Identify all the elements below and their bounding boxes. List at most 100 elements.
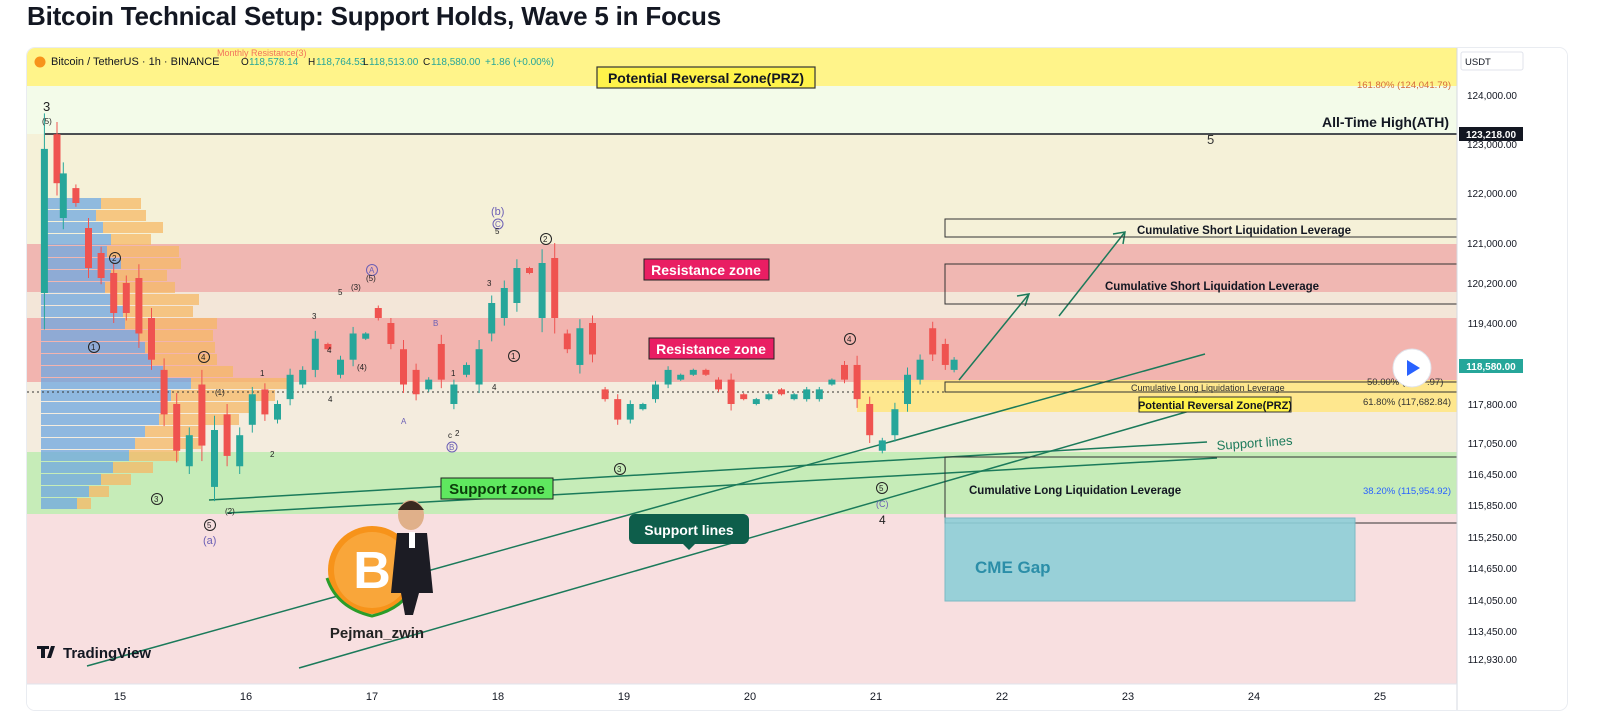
volume-profile-bar-up bbox=[111, 234, 151, 245]
price-ticks: 124,000.00 123,000.00 122,000.00 121,000.00… bbox=[1467, 91, 1517, 666]
header-close-label: C bbox=[423, 57, 430, 68]
wave-3-top: 3 bbox=[43, 99, 50, 114]
volume-profile-bar-up bbox=[103, 222, 163, 233]
candle-body bbox=[211, 430, 218, 487]
candle-body bbox=[425, 379, 433, 390]
volume-profile-bar-up bbox=[96, 210, 146, 221]
candle-body bbox=[815, 389, 823, 400]
candle-body bbox=[40, 148, 48, 293]
time-tick-label: 19 bbox=[618, 691, 630, 703]
volume-profile bbox=[41, 198, 291, 509]
ath-price-tag bbox=[1459, 127, 1523, 141]
fib-50-label-tail: .97) bbox=[1427, 377, 1443, 388]
volume-profile-bar-up bbox=[101, 198, 141, 209]
candle-body bbox=[286, 374, 294, 400]
wave-4-18: 4 bbox=[492, 383, 497, 392]
wave-c-21: (C) bbox=[876, 499, 889, 509]
volume-profile-bar bbox=[41, 330, 139, 341]
volume-profile-bar-up bbox=[121, 258, 181, 269]
wave-c-circle-label: C bbox=[495, 220, 501, 229]
price-tick-label: 121,000.00 bbox=[1467, 239, 1517, 250]
candle-body bbox=[148, 318, 155, 360]
candle-body bbox=[173, 404, 181, 451]
projection-arrows bbox=[958, 231, 1126, 381]
price-tick-label: 120,200.00 bbox=[1467, 279, 1517, 290]
support-lines-right-label: Support lines bbox=[1216, 433, 1293, 453]
volume-profile-bar-up bbox=[77, 498, 91, 509]
volume-profile-bar-up bbox=[163, 366, 233, 377]
tradingview-brand[interactable]: TradingView bbox=[37, 645, 151, 662]
volume-profile-bar bbox=[41, 474, 101, 485]
last-price-tag bbox=[1459, 359, 1523, 373]
currency-label: USDT bbox=[1465, 57, 1491, 68]
candle-body bbox=[324, 343, 332, 350]
avatar-hair-icon bbox=[398, 501, 424, 510]
time-tick-label: 16 bbox=[240, 691, 252, 703]
candle-body bbox=[387, 323, 395, 344]
candle-body bbox=[677, 374, 685, 380]
header-symbol[interactable]: Bitcoin / TetherUS · 1h · BINANCE bbox=[51, 56, 220, 68]
header-change: +1.86 (+0.00%) bbox=[485, 57, 554, 68]
support-zone-label: Support zone bbox=[449, 481, 545, 498]
price-tick-label: 114,050.00 bbox=[1468, 596, 1518, 607]
ath-price: 123,218.00 bbox=[1466, 130, 1516, 141]
candle-body bbox=[513, 268, 521, 303]
volume-profile-bar-up bbox=[89, 486, 109, 497]
candle-body bbox=[223, 414, 231, 456]
wave-2-18: 2 bbox=[543, 235, 548, 244]
price-chart[interactable]: Cumulative Short Liquidation Leverage Cu… bbox=[27, 48, 1567, 710]
wave-A-circle bbox=[366, 264, 378, 276]
candle-body bbox=[740, 394, 748, 400]
currency-box[interactable] bbox=[1460, 51, 1524, 71]
candle-body bbox=[702, 369, 710, 375]
wave-4a: (4) bbox=[357, 363, 367, 372]
volume-profile-bar bbox=[41, 258, 121, 269]
projection-arrow-1-head bbox=[1016, 293, 1031, 307]
candle-body bbox=[59, 173, 67, 218]
volume-profile-bar bbox=[41, 294, 111, 305]
price-tick-label: 122,000.00 bbox=[1467, 189, 1517, 200]
price-axis[interactable] bbox=[1457, 48, 1567, 710]
trendline-middle bbox=[226, 457, 1218, 514]
neutral-band bbox=[27, 292, 1457, 318]
wave-4-21b: 4 bbox=[879, 513, 886, 527]
volume-profile-bar bbox=[41, 246, 107, 257]
monthly-resistance-label: Monthly Resistance(3) bbox=[217, 48, 307, 58]
price-tick-label: 119,400.00 bbox=[1468, 319, 1518, 330]
candle-body bbox=[639, 404, 647, 410]
time-tick-label: 17 bbox=[366, 691, 378, 703]
header-open-label: O bbox=[241, 57, 249, 68]
candle-body bbox=[362, 333, 370, 339]
last-price: 118,580.00 bbox=[1466, 362, 1516, 373]
volume-profile-bar bbox=[41, 390, 171, 401]
projection-arrow-2 bbox=[1058, 231, 1126, 317]
candle-body bbox=[236, 435, 244, 467]
wave-3b: 3 bbox=[312, 312, 317, 321]
wave-1-left-circle bbox=[88, 341, 100, 353]
volume-profile-bar bbox=[41, 462, 113, 473]
candle-body bbox=[828, 379, 836, 385]
wave-4-left-circle bbox=[198, 351, 210, 363]
volume-profile-bar-up bbox=[145, 342, 215, 353]
candle-body bbox=[614, 399, 622, 420]
replay-button[interactable] bbox=[1392, 348, 1432, 388]
candle-body bbox=[97, 253, 105, 278]
page-title: Bitcoin Technical Setup: Support Holds, … bbox=[27, 1, 721, 31]
wave-5-target: 5 bbox=[1207, 132, 1214, 147]
trendlines bbox=[86, 353, 1218, 669]
volume-profile-bar bbox=[41, 270, 111, 281]
cme-gap-box bbox=[944, 517, 1356, 602]
wave-2-left: 2 bbox=[112, 254, 117, 263]
candle-body bbox=[72, 188, 80, 203]
candle-body bbox=[261, 389, 269, 415]
volume-profile-bar-up bbox=[139, 330, 213, 341]
candle-body bbox=[950, 359, 958, 370]
chart-panel[interactable]: Cumulative Short Liquidation Leverage Cu… bbox=[27, 48, 1567, 710]
wave-B: B bbox=[433, 319, 438, 328]
long-liq-small-label: Cumulative Long Liquidation Leverage bbox=[1131, 383, 1285, 393]
header-high: 118,764.53 bbox=[316, 57, 366, 68]
candle-body bbox=[337, 359, 344, 375]
wave-3-19-circle bbox=[614, 463, 626, 475]
short-liq-label-1: Cumulative Short Liquidation Leverage bbox=[1137, 225, 1351, 237]
candle-body bbox=[412, 369, 420, 395]
